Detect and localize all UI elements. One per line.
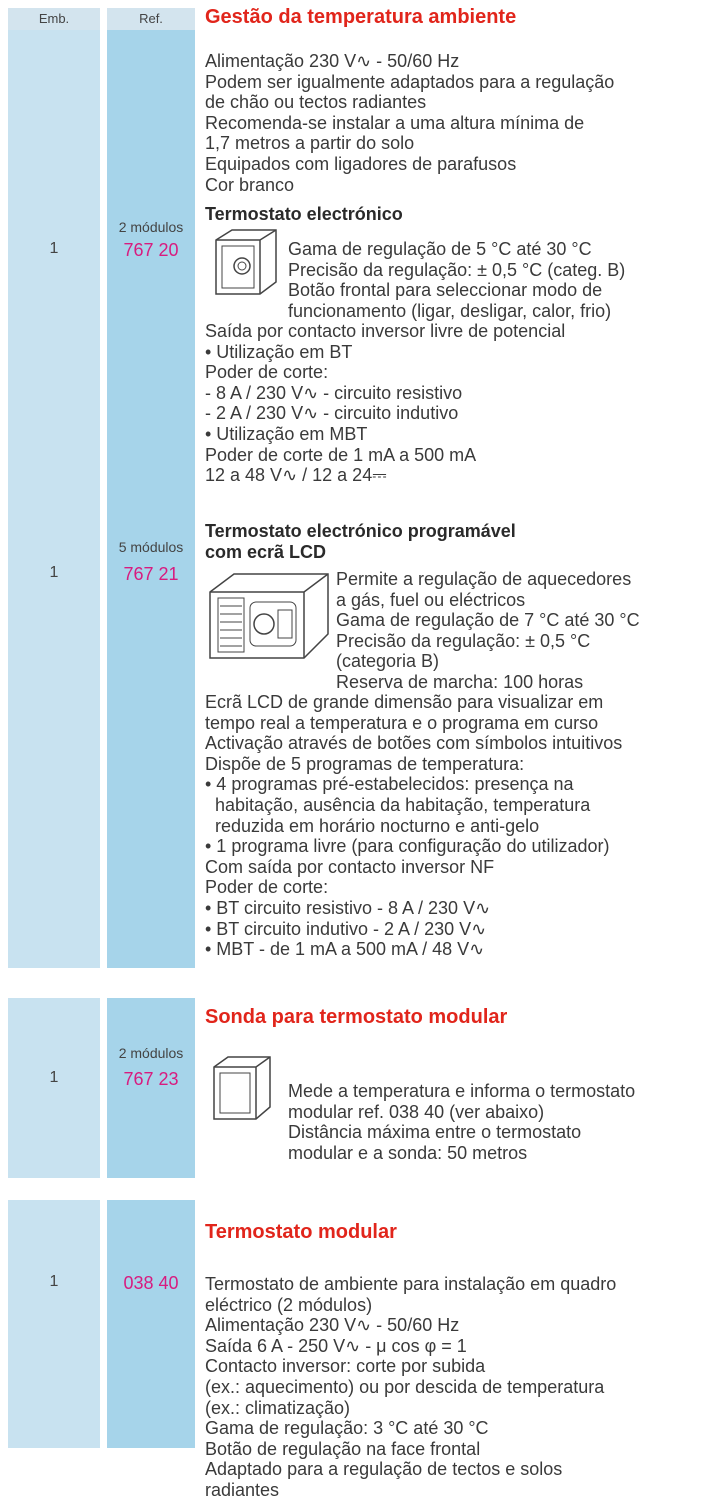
intro-line: Equipados com ligadores de parafusos [205, 154, 517, 174]
text-line: habitação, ausência da habitação, temper… [215, 795, 591, 815]
text-line: (ex.: aquecimento) ou por descida de tem… [205, 1377, 605, 1397]
text-line: tempo real a temperatura e o programa em… [205, 712, 599, 733]
intro-line: Alimentação 230 V∿ - 50/60 Hz [205, 51, 460, 71]
header-emb: Emb. [8, 8, 100, 30]
text-line: • Utilização em MBT [205, 424, 368, 444]
emb-column [8, 1200, 100, 1448]
text-line: Termostato de ambiente para instalação e… [205, 1274, 617, 1294]
modules: 5 módulos [118, 539, 184, 555]
section-title: Termostato modular [205, 1221, 397, 1243]
text-line: • MBT - de 1 mA a 500 mA / 48 V∿ [205, 939, 485, 960]
intro-line: 1,7 metros a partir do solo [205, 133, 415, 154]
text-line: - 8 A / 230 V∿ - circuito resistivo [205, 382, 463, 403]
side-line: funcionamento (ligar, desligar, calor, f… [288, 300, 612, 321]
header-ref: Ref. [107, 8, 195, 30]
text-line: Contacto inversor: corte por subida [205, 1356, 486, 1377]
ref-number: 767 21 [123, 564, 179, 584]
product-title: Termostato electrónico programável [205, 521, 516, 541]
probe-icon [213, 1056, 271, 1120]
side-line: modular e a sonda: 50 metros [288, 1142, 528, 1163]
emb-value: 1 [49, 240, 59, 257]
text-line: Botão de regulação na face frontal [205, 1438, 481, 1459]
text-line: Com saída por contacto inversor NF [205, 856, 495, 877]
emb-value: 1 [49, 1273, 59, 1290]
thermostat-icon [215, 229, 277, 295]
side-line: Precisão da regulação: ± 0,5 °C (categ. … [288, 259, 626, 280]
emb-column [8, 30, 100, 968]
text-line: Poder de corte de 1 mA a 500 mA [205, 444, 477, 465]
side-line: Distância máxima entre o termostato [288, 1122, 582, 1143]
emb-value: 1 [49, 564, 59, 581]
intro-line: Podem ser igualmente adaptados para a re… [205, 71, 615, 92]
text-line: radiantes [205, 1480, 280, 1500]
text-line: Saída por contacto inversor livre de pot… [205, 321, 566, 341]
text-line: Poder de corte: [205, 877, 329, 898]
ref-column [107, 30, 195, 968]
text-line: Saída 6 A - 250 V∿ - μ cos φ = 1 [205, 1335, 467, 1356]
emb-column [8, 998, 100, 1178]
lcd-thermostat-icon [209, 573, 329, 659]
side-line: a gás, fuel ou eléctricos [336, 589, 526, 610]
intro-line: Recomenda-se instalar a uma altura mínim… [205, 112, 585, 133]
modules: 2 módulos [118, 219, 184, 235]
text-line: • BT circuito resistivo - 8 A / 230 V∿ [205, 898, 491, 918]
text-line: Dispõe de 5 programas de temperatura: [205, 753, 525, 774]
side-line: Gama de regulação de 7 °C até 30 °C [336, 610, 640, 631]
side-line: Botão frontal para seleccionar modo de [288, 280, 603, 301]
text-line: reduzida em horário nocturno e anti-gelo [215, 815, 540, 836]
text-line: - 2 A / 230 V∿ - circuito indutivo [205, 403, 459, 424]
side-line: modular ref. 038 40 (ver abaixo) [288, 1101, 545, 1122]
text-line: • Utilização em BT [205, 341, 353, 362]
side-line: Mede a temperatura e informa o termostat… [288, 1081, 636, 1101]
side-line: (categoria B) [336, 651, 440, 672]
ref-number: 767 20 [123, 240, 179, 260]
text-line: Gama de regulação: 3 °C até 30 °C [205, 1418, 489, 1439]
text-line: 12 a 48 V∿ / 12 a 24⎓ [205, 465, 387, 486]
text-line: Poder de corte: [205, 362, 329, 383]
side-line: Permite a regulação de aquecedores [336, 569, 632, 589]
text-line: (ex.: climatização) [205, 1397, 351, 1418]
intro-line: de chão ou tectos radiantes [205, 92, 427, 113]
text-line: Alimentação 230 V∿ - 50/60 Hz [205, 1315, 460, 1336]
product-title: Termostato electrónico [205, 204, 403, 224]
side-line: Reserva de marcha: 100 horas [336, 672, 584, 692]
page-title: Gestão da temperatura ambiente [205, 6, 517, 28]
ref-column [107, 1200, 195, 1448]
text-line: Ecrã LCD de grande dimensão para visuali… [205, 692, 604, 712]
text-line: Adaptado para a regulação de tectos e so… [205, 1459, 563, 1480]
side-line: Gama de regulação de 5 °C até 30 °C [288, 239, 592, 259]
page: Emb. Ref. Gestão da temperatura ambiente… [8, 6, 640, 1500]
ref-column [107, 998, 195, 1178]
product-title: com ecrã LCD [205, 541, 327, 562]
modules: 2 módulos [118, 1045, 184, 1061]
emb-value: 1 [49, 1069, 59, 1086]
text-line: • BT circuito indutivo - 2 A / 230 V∿ [205, 918, 487, 939]
ref-number: 038 40 [123, 1273, 179, 1293]
text-line: eléctrico (2 módulos) [205, 1294, 373, 1315]
ref-number: 767 23 [123, 1069, 179, 1089]
section-title: Sonda para termostato modular [205, 1006, 508, 1028]
text-line: • 4 programas pré-estabelecidos: presenç… [205, 774, 574, 795]
intro-line: Cor branco [205, 174, 295, 195]
side-line: Precisão da regulação: ± 0,5 °C [336, 630, 591, 651]
text-line: Activação através de botões com símbolos… [205, 733, 623, 754]
text-line: • 1 programa livre (para configuração do… [205, 836, 610, 857]
